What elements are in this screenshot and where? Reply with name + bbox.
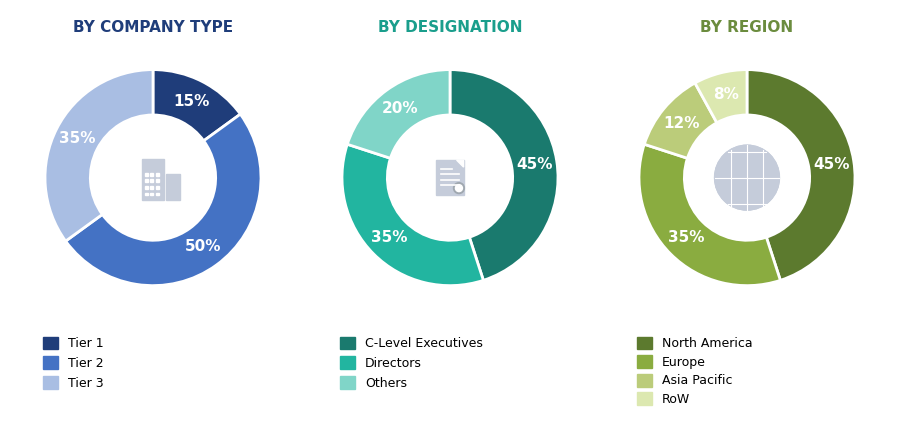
Wedge shape bbox=[695, 69, 747, 123]
Wedge shape bbox=[342, 144, 483, 286]
Text: 35%: 35% bbox=[372, 230, 408, 246]
Circle shape bbox=[726, 157, 768, 199]
Bar bbox=[156, 173, 159, 176]
Bar bbox=[145, 173, 148, 176]
Legend: North America, Europe, Asia Pacific, RoW: North America, Europe, Asia Pacific, RoW bbox=[632, 332, 758, 411]
Circle shape bbox=[389, 116, 511, 239]
Title: BY COMPANY TYPE: BY COMPANY TYPE bbox=[73, 20, 233, 35]
Circle shape bbox=[92, 116, 214, 239]
Circle shape bbox=[455, 184, 463, 192]
Text: 15%: 15% bbox=[174, 94, 210, 109]
Text: 35%: 35% bbox=[669, 230, 705, 246]
Text: 50%: 50% bbox=[184, 239, 221, 254]
Title: BY DESIGNATION: BY DESIGNATION bbox=[378, 20, 522, 35]
Circle shape bbox=[454, 183, 464, 194]
Bar bbox=[150, 186, 153, 189]
Text: 12%: 12% bbox=[663, 116, 699, 131]
Bar bbox=[436, 160, 464, 195]
Text: 45%: 45% bbox=[516, 157, 553, 172]
Text: 8%: 8% bbox=[713, 88, 739, 102]
Wedge shape bbox=[644, 83, 716, 158]
Bar bbox=[156, 193, 159, 195]
Bar bbox=[145, 186, 148, 189]
Title: BY REGION: BY REGION bbox=[700, 20, 794, 35]
Wedge shape bbox=[153, 69, 240, 141]
Legend: C-Level Executives, Directors, Others: C-Level Executives, Directors, Others bbox=[335, 332, 488, 395]
Bar bbox=[150, 179, 153, 182]
Wedge shape bbox=[347, 69, 450, 158]
Legend: Tier 1, Tier 2, Tier 3: Tier 1, Tier 2, Tier 3 bbox=[38, 332, 108, 395]
Text: 45%: 45% bbox=[813, 157, 850, 172]
Bar bbox=[150, 173, 153, 176]
Bar bbox=[150, 193, 153, 195]
Wedge shape bbox=[639, 144, 780, 286]
Wedge shape bbox=[45, 69, 153, 241]
Circle shape bbox=[715, 145, 779, 210]
Polygon shape bbox=[456, 160, 464, 167]
Text: 35%: 35% bbox=[58, 132, 95, 146]
Text: 20%: 20% bbox=[382, 101, 418, 116]
Bar bbox=[156, 186, 159, 189]
Bar bbox=[145, 193, 148, 195]
Circle shape bbox=[686, 116, 808, 239]
Circle shape bbox=[715, 145, 779, 210]
Bar bbox=[156, 179, 159, 182]
Wedge shape bbox=[66, 114, 261, 286]
Bar bbox=[141, 159, 165, 201]
Wedge shape bbox=[450, 69, 558, 280]
Wedge shape bbox=[747, 69, 855, 280]
Bar bbox=[145, 179, 148, 182]
Bar bbox=[166, 174, 180, 201]
